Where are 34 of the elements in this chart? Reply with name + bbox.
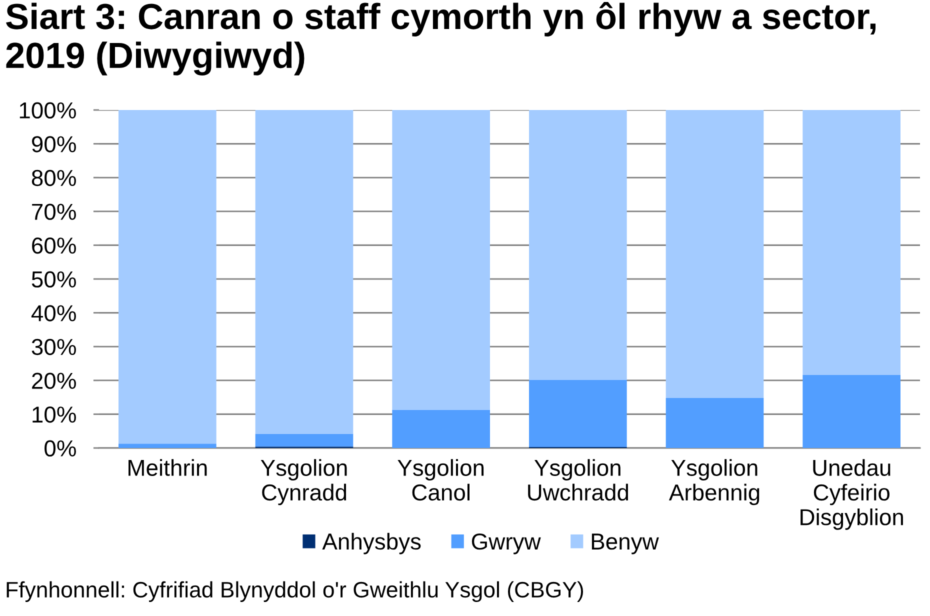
x-tick-label: Ysgolion Canol [398,459,484,501]
bar [392,410,490,448]
bar [255,434,354,447]
y-tick-label: 40% [31,305,76,322]
bar [529,380,627,447]
y-tick-label: 80% [32,170,76,186]
bar [392,110,490,410]
bar [802,374,900,448]
y-tick-label: 10% [32,406,76,423]
bar [255,110,354,434]
bar [529,110,627,380]
y-tick-label: 20% [32,372,76,389]
bar [118,444,216,448]
legend-label: Benyw [592,534,659,554]
y-tick-label: 60% [32,238,76,254]
x-tick-label: Ysgolion Uwchradd [528,459,628,501]
bar [118,110,216,444]
x-tick-label: Meithrin [128,459,207,476]
y-tick-label: 0% [44,440,76,457]
text: Ffynhonnell: Cyfrifiad Blynyddol o'r Gweithlu Ysgol (CBGY) [6,581,584,602]
legend-label: Gwryw [472,533,541,554]
bar [802,110,900,375]
bar [666,110,764,398]
legend-label: Anhysbys [322,532,421,554]
y-tick-label: 30% [32,338,76,356]
x-tick-label: Ysgolion Arbennig [668,459,760,506]
chart-title: Siart 3: Canran o staff cymorth yn ôl rhyw a sector, 2019 (Diwygiwyd) [6,2,876,76]
y-tick-label: 100% [20,102,76,119]
x-tick-label: Unedau Cyfeirio Disgyblion [800,459,903,530]
bar [666,398,764,448]
y-tick-label: 90% [32,136,76,152]
y-tick-label: 50% [32,271,76,288]
x-tick-label: Ysgolion Cynradd [260,459,347,506]
y-tick-label: 70% [32,204,76,220]
